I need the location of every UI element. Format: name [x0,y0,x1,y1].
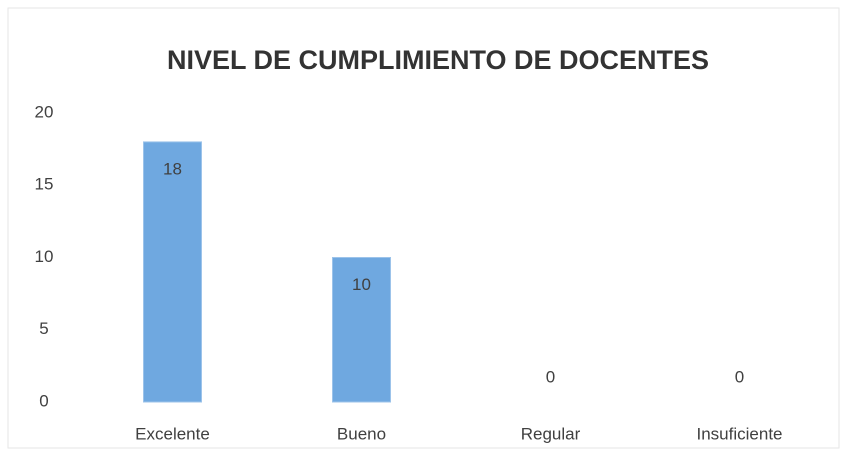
data-label: 0 [735,367,744,386]
x-tick-label: Insuficiente [697,424,783,443]
y-tick-label: 10 [35,247,54,266]
y-tick-label: 5 [39,319,48,338]
data-label: 10 [352,275,371,294]
bar [143,141,202,403]
x-tick-label: Bueno [337,424,386,443]
bar [332,257,391,403]
data-label: 18 [163,159,182,178]
chart-title: NIVEL DE CUMPLIMIENTO DE DOCENTES [167,45,709,75]
y-tick-label: 15 [35,175,54,194]
y-tick-label: 0 [39,391,48,410]
y-tick-label: 20 [35,102,54,121]
data-label: 0 [546,367,555,386]
x-tick-label: Regular [521,424,581,443]
x-tick-label: Excelente [135,424,210,443]
